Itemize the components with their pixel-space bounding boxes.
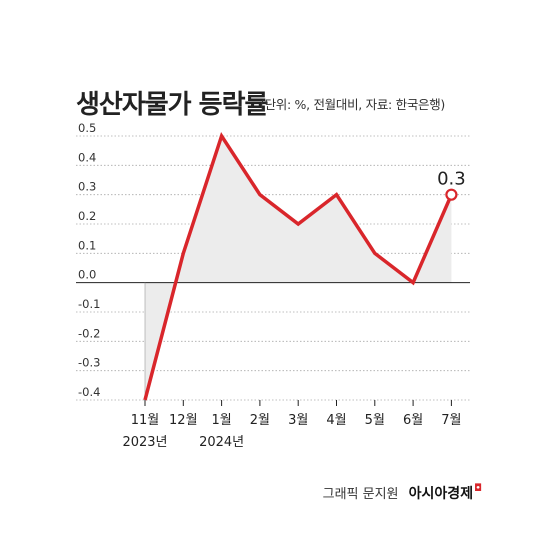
y-tick-label: -0.2 (78, 326, 100, 340)
chart-subtitle: (단위: %, 전월대비, 자료: 한국은행) (260, 97, 445, 112)
markers: 0.3 (437, 169, 466, 201)
x-year-label: 2024년 (199, 435, 244, 450)
y-tick-label: 0.4 (78, 150, 96, 164)
footer: 그래픽 문지원 아시아경제◘ (323, 483, 482, 503)
y-tick-label: 0.2 (78, 209, 96, 223)
y-tick-label: -0.4 (78, 385, 100, 399)
x-tick-label: 11월 (131, 413, 160, 428)
y-tick-label: -0.1 (78, 297, 100, 311)
x-tick-label: 6월 (403, 413, 423, 428)
x-tick-label: 12월 (169, 413, 198, 428)
y-tick-labels: 0.5 0.4 0.3 0.2 0.1 0.0 -0.1 -0.2 -0.3 -0.4 (78, 121, 100, 399)
y-tick-label: 0.5 (78, 121, 96, 135)
brand-mark-icon: ◘ (474, 483, 482, 494)
area-fill (145, 136, 452, 400)
brand-logo: 아시아경제 (408, 486, 474, 502)
x-tick-label: 3월 (288, 413, 308, 428)
x-tick-label: 5월 (365, 413, 385, 428)
x-tick-label: 2월 (250, 413, 270, 428)
chart-header: 생산자물가 등락률 (단위: %, 전월대비, 자료: 한국은행) (76, 84, 530, 120)
x-tick-label: 7월 (441, 413, 461, 428)
series-line (143, 131, 454, 401)
x-tick-label: 4월 (326, 413, 346, 428)
data-label: 0.3 (437, 169, 466, 190)
graphic-credit: 그래픽 문지원 (322, 487, 399, 502)
x-tick-label: 1월 (211, 413, 231, 428)
y-tick-label: 0.3 (78, 180, 96, 194)
axes (76, 282, 470, 406)
y-tick-label: 0.0 (78, 268, 96, 282)
end-point-marker (445, 188, 458, 201)
y-tick-label: -0.3 (78, 356, 100, 370)
x-year-label: 2023년 (122, 435, 167, 450)
y-tick-label: 0.1 (78, 238, 96, 252)
chart-title: 생산자물가 등락률 (76, 90, 268, 120)
